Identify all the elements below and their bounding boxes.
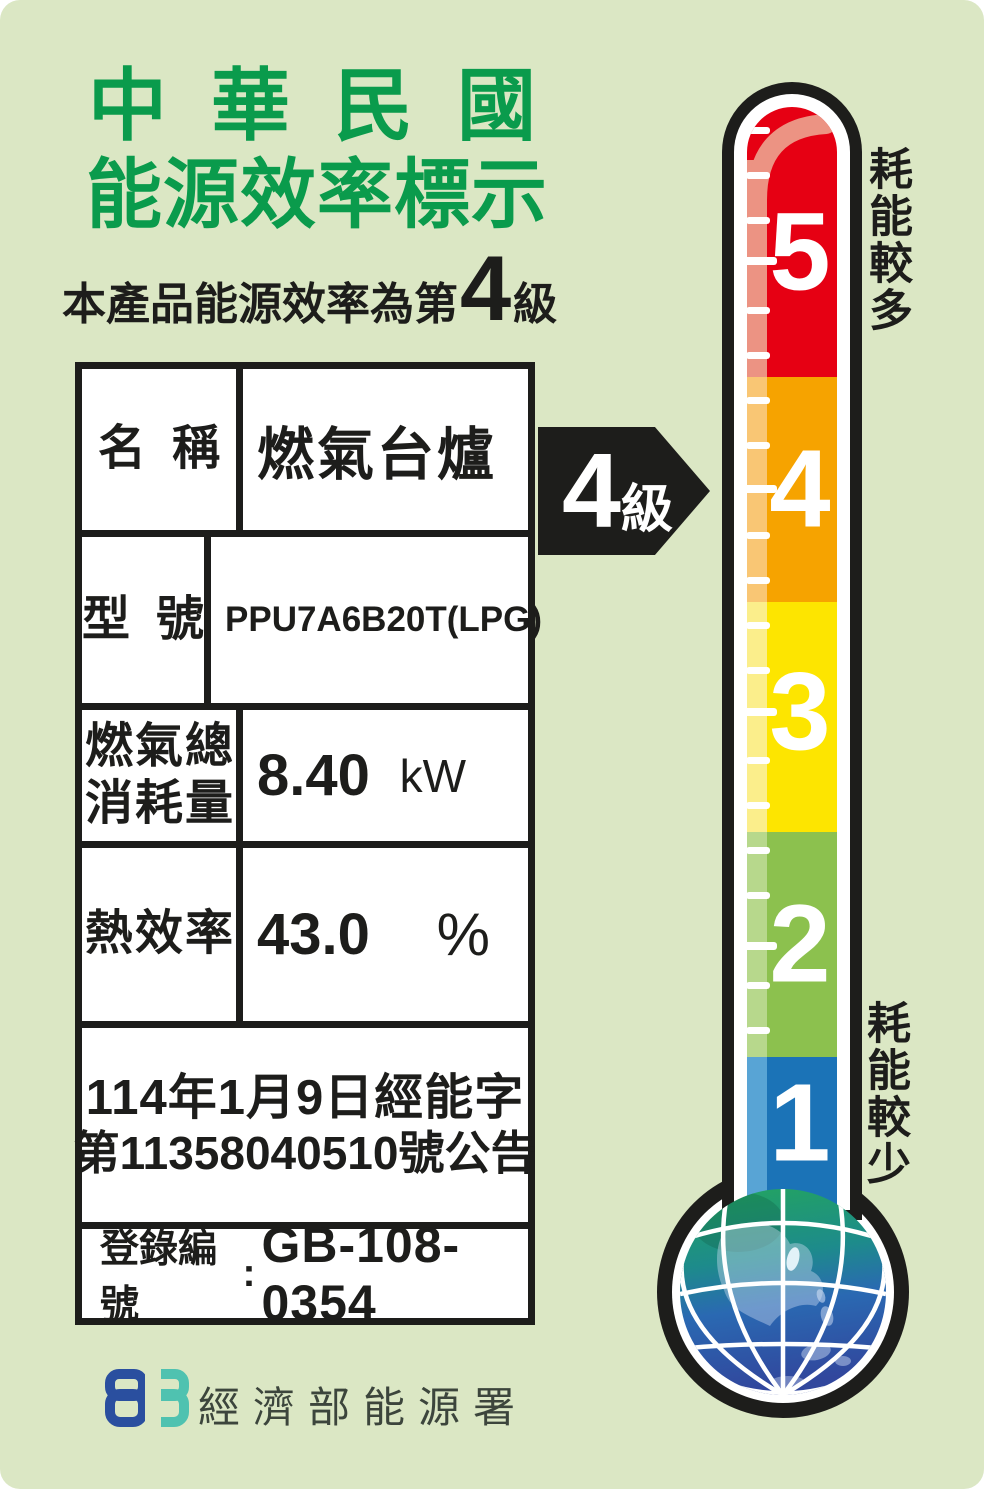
level5-highlight-strip — [747, 160, 767, 377]
model-value-cell: PPU7A6B20T(LPG) — [225, 600, 543, 639]
table-row-thermal-efficiency: 熱效率 43.0 % — [82, 841, 528, 1021]
statement-suffix: 級 — [513, 279, 558, 329]
gas-consumption-value-cell: 8.40 kW — [257, 743, 466, 808]
table-row-registration: 登錄編號 : GB-108-0354 — [82, 1217, 528, 1331]
statement-grade-number: 4 — [460, 238, 512, 341]
scale-grade-1: 1 — [769, 1062, 830, 1185]
registration-label: 登錄編號 — [100, 1227, 218, 1327]
scale-major-ticks — [747, 257, 777, 950]
thermal-efficiency-unit: % — [436, 901, 490, 968]
level3-highlight-strip — [747, 602, 767, 832]
label-title-line1: 中華民國 — [88, 61, 580, 150]
pointer-grade-number: 4 — [562, 432, 621, 550]
energy-administration-logo — [105, 1368, 189, 1430]
logo-cutout — [145, 1368, 161, 1430]
table-row-model: 型號 PPU7A6B20T(LPG) — [82, 530, 542, 703]
model-label-cell: 型號 — [82, 537, 211, 703]
scale-grade-3: 3 — [769, 651, 830, 774]
label-title-line2: 能源效率標示 — [86, 153, 548, 238]
agency-name: 經濟部能源署 — [198, 1384, 529, 1431]
table-row-name: 名稱 燃氣台爐 — [82, 369, 528, 530]
dome-highlight — [747, 114, 836, 210]
statement-prefix: 本產品能源效率為第 — [62, 279, 458, 329]
caption-less-energy: 耗能較少 — [860, 1000, 909, 1188]
scale-grade-4: 4 — [769, 428, 830, 551]
name-value-cell: 燃氣台爐 — [257, 422, 497, 487]
efficiency-thermometer: 5 4 3 2 1 — [657, 82, 909, 1418]
thermal-efficiency-label-cell: 熱效率 — [82, 848, 243, 1021]
table-row-gas-consumption: 燃氣總消耗量 8.40 kW — [82, 703, 528, 841]
scale-grade-2: 2 — [769, 883, 830, 1006]
pointer-grade-suffix: 級 — [620, 481, 673, 539]
thermal-efficiency-value-cell: 43.0 % — [257, 901, 490, 968]
gas-consumption-label-cell: 燃氣總消耗量 — [82, 710, 243, 841]
announcement-line1: 114年1月9日經能字 — [85, 1070, 525, 1125]
level1-highlight-strip — [747, 1057, 767, 1205]
gas-consumption-unit: kW — [399, 749, 466, 802]
product-spec-table: 名稱 燃氣台爐 型號 PPU7A6B20T(LPG) 燃氣總消耗量 8.40 k… — [74, 362, 542, 1331]
registration-number: GB-108-0354 — [261, 1216, 461, 1331]
registration-separator: : — [242, 1251, 256, 1295]
efficiency-grade-statement: 本產品能源效率為第 4 級 — [62, 238, 558, 341]
scale-grade-5: 5 — [769, 191, 830, 314]
announcement-line2: 第11358040510號公告 — [73, 1126, 537, 1179]
caption-more-energy: 耗能較多 — [862, 146, 911, 334]
table-row-announcement: 114年1月9日經能字 第11358040510號公告 — [74, 1021, 536, 1222]
name-label-cell: 名稱 — [82, 369, 243, 530]
logo-blue-eight — [105, 1369, 148, 1427]
scale-minor-ticks — [747, 127, 770, 1034]
